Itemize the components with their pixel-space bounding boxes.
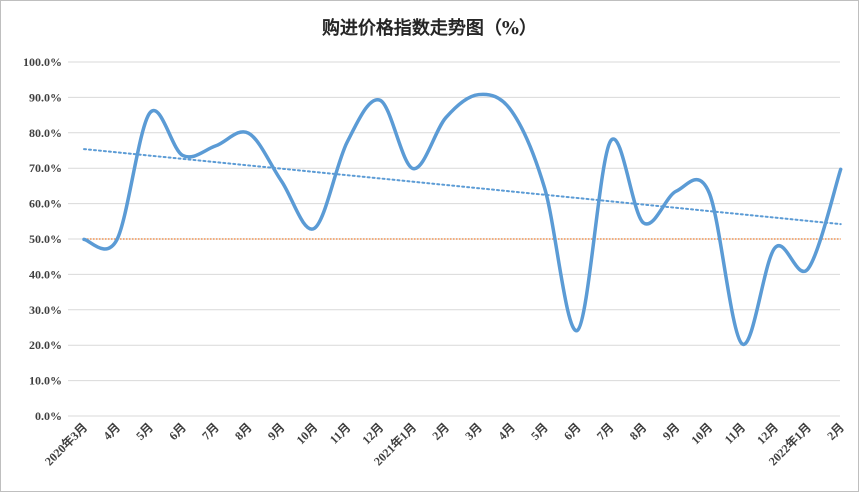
series-line <box>82 92 843 346</box>
x-tick-label: 4月 <box>100 420 123 443</box>
y-tick-label: 0.0% <box>35 409 62 423</box>
y-tick-label: 100.0% <box>23 55 62 69</box>
x-tick-label: 2020年3月 <box>41 420 90 469</box>
x-tick-label: 8月 <box>232 420 255 443</box>
y-tick-label: 10.0% <box>29 374 62 388</box>
x-tick-label: 9月 <box>265 420 288 443</box>
x-tick-label: 12月 <box>359 420 386 447</box>
x-tick-label: 7月 <box>199 420 222 443</box>
x-tick-label: 12月 <box>754 420 781 447</box>
y-tick-label: 90.0% <box>29 90 62 104</box>
x-tick-label: 3月 <box>462 420 485 443</box>
y-tick-label: 80.0% <box>29 126 62 140</box>
chart-title: 购进价格指数走势图（%） <box>321 18 538 39</box>
y-tick-label: 30.0% <box>29 303 62 317</box>
x-tick-label: 10月 <box>294 420 321 447</box>
x-tick-label: 9月 <box>660 420 683 443</box>
x-tick-label: 2月 <box>824 420 847 443</box>
y-tick-label: 20.0% <box>29 338 62 352</box>
x-tick-label: 2月 <box>429 420 452 443</box>
y-tick-label: 40.0% <box>29 267 62 281</box>
x-tick-label: 8月 <box>627 420 650 443</box>
x-tick-label: 11月 <box>327 420 353 446</box>
x-tick-label: 11月 <box>722 420 748 446</box>
x-tick-label: 7月 <box>594 420 617 443</box>
y-tick-label: 50.0% <box>29 232 62 246</box>
x-tick-label: 5月 <box>133 420 156 443</box>
y-tick-label: 70.0% <box>29 161 62 175</box>
x-tick-label: 5月 <box>528 420 551 443</box>
x-tick-label: 6月 <box>561 420 584 443</box>
x-tick-label: 6月 <box>166 420 189 443</box>
x-tick-label: 4月 <box>495 420 518 443</box>
y-tick-label: 60.0% <box>29 197 62 211</box>
x-tick-label: 10月 <box>688 420 715 447</box>
trend-line <box>83 148 842 226</box>
